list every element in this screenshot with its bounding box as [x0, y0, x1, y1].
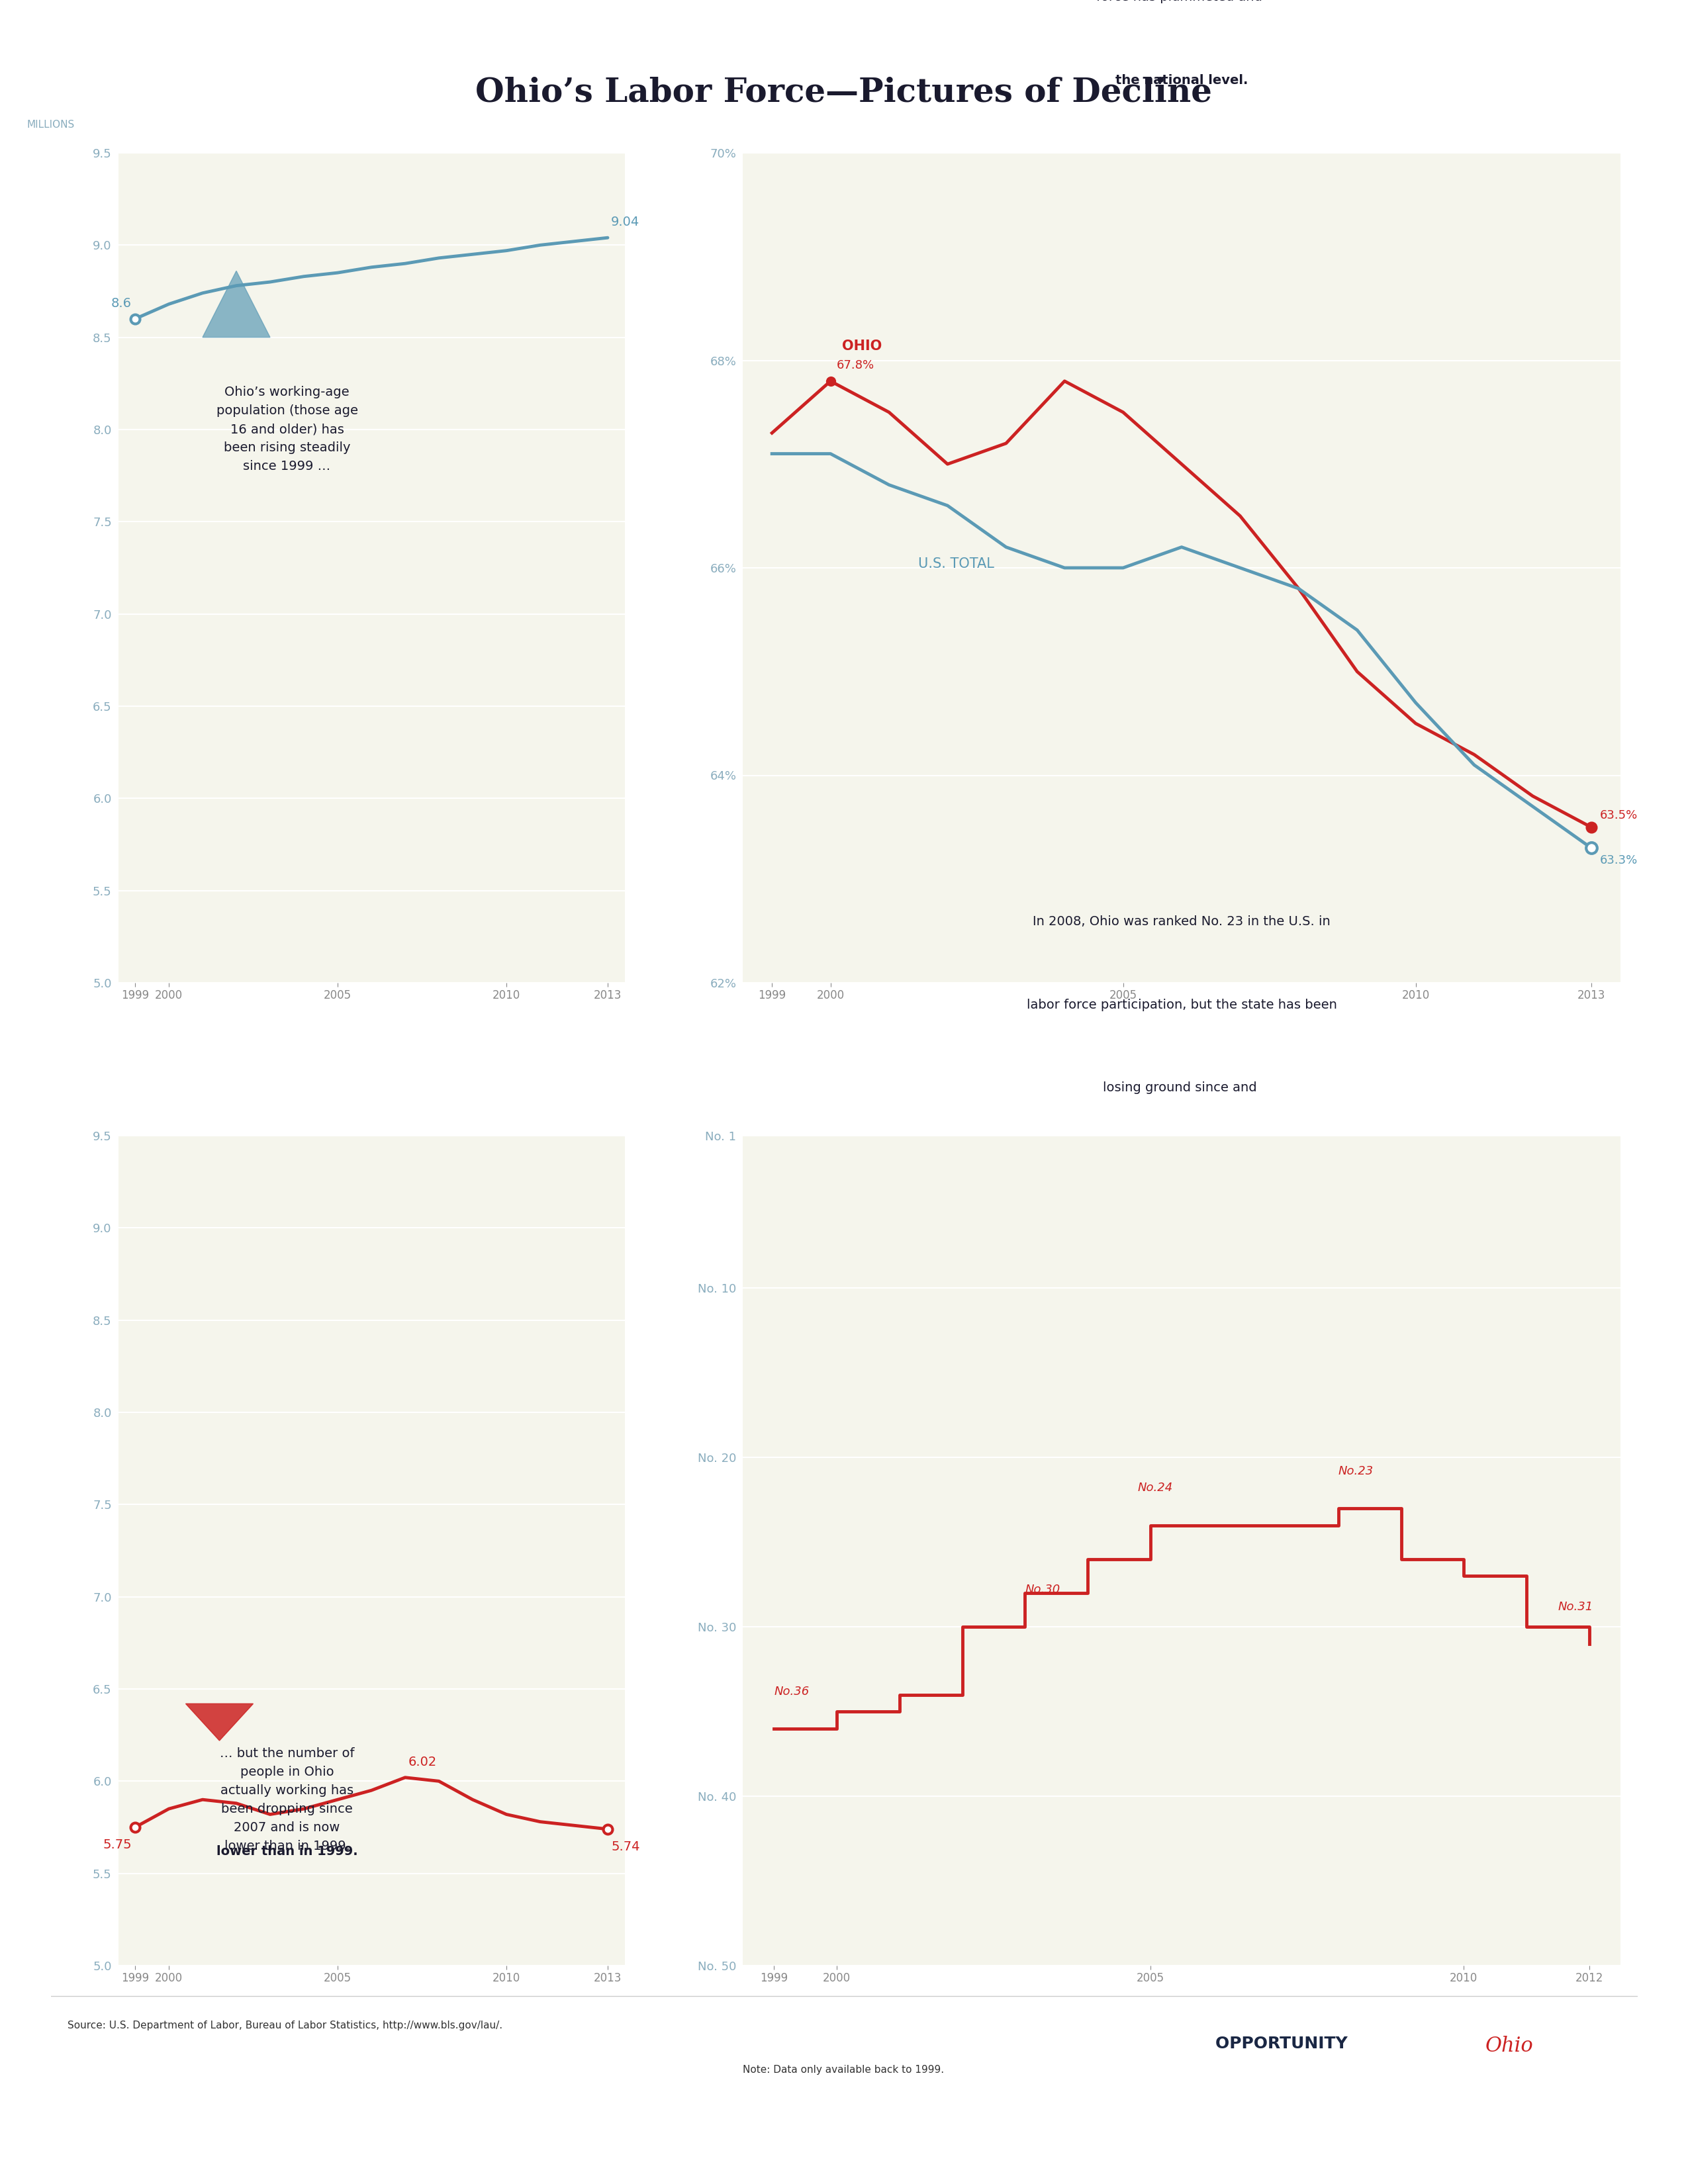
- Text: No.23: No.23: [1339, 1465, 1374, 1476]
- Text: … but the number of
people in Ohio
actually working has
been dropping since
2007: … but the number of people in Ohio actua…: [219, 1747, 354, 1852]
- Text: OPPORTUNITY: OPPORTUNITY: [1215, 2035, 1354, 2051]
- Text: Ohio: Ohio: [1485, 2035, 1534, 2055]
- Text: the national level.: the national level.: [1116, 74, 1247, 87]
- Text: Ohio’s working-age
population (those age
16 and older) has
been rising steadily
: Ohio’s working-age population (those age…: [216, 387, 358, 474]
- Text: Ohio’s Labor Force—Pictures of Decline: Ohio’s Labor Force—Pictures of Decline: [476, 76, 1212, 109]
- Text: losing ground since and: losing ground since and: [1102, 1081, 1261, 1094]
- Text: 5.75: 5.75: [103, 1839, 132, 1850]
- Text: In 2008, Ohio was ranked No. 23 in the U.S. in: In 2008, Ohio was ranked No. 23 in the U…: [1033, 915, 1330, 928]
- Text: No.24: No.24: [1138, 1483, 1173, 1494]
- Text: 63.3%: 63.3%: [1600, 854, 1637, 867]
- Text: force has plummeted and: force has plummeted and: [1097, 0, 1266, 4]
- Text: Source: U.S. Department of Labor, Bureau of Labor Statistics, http://www.bls.gov: Source: U.S. Department of Labor, Bureau…: [68, 2020, 503, 2031]
- Text: lower than in 1999.: lower than in 1999.: [216, 1845, 358, 1859]
- Text: 63.5%: 63.5%: [1600, 810, 1637, 821]
- Text: Note: Data only available back to 1999.: Note: Data only available back to 1999.: [743, 2066, 944, 2075]
- Text: 67.8%: 67.8%: [836, 360, 874, 371]
- Polygon shape: [186, 1704, 253, 1741]
- Text: OHIO: OHIO: [842, 339, 883, 352]
- Text: 6.02: 6.02: [408, 1756, 437, 1769]
- Text: No.36: No.36: [775, 1686, 809, 1697]
- Text: No.30: No.30: [1025, 1583, 1060, 1597]
- Text: 8.6: 8.6: [111, 297, 132, 310]
- Text: 5.74: 5.74: [611, 1841, 640, 1852]
- Text: No.31: No.31: [1558, 1601, 1593, 1612]
- Text: U.S. TOTAL: U.S. TOTAL: [918, 557, 994, 570]
- Text: MILLIONS: MILLIONS: [27, 120, 74, 131]
- Text: labor force participation, but the state has been: labor force participation, but the state…: [1026, 998, 1337, 1011]
- Polygon shape: [203, 271, 270, 336]
- Text: 9.04: 9.04: [611, 216, 640, 229]
